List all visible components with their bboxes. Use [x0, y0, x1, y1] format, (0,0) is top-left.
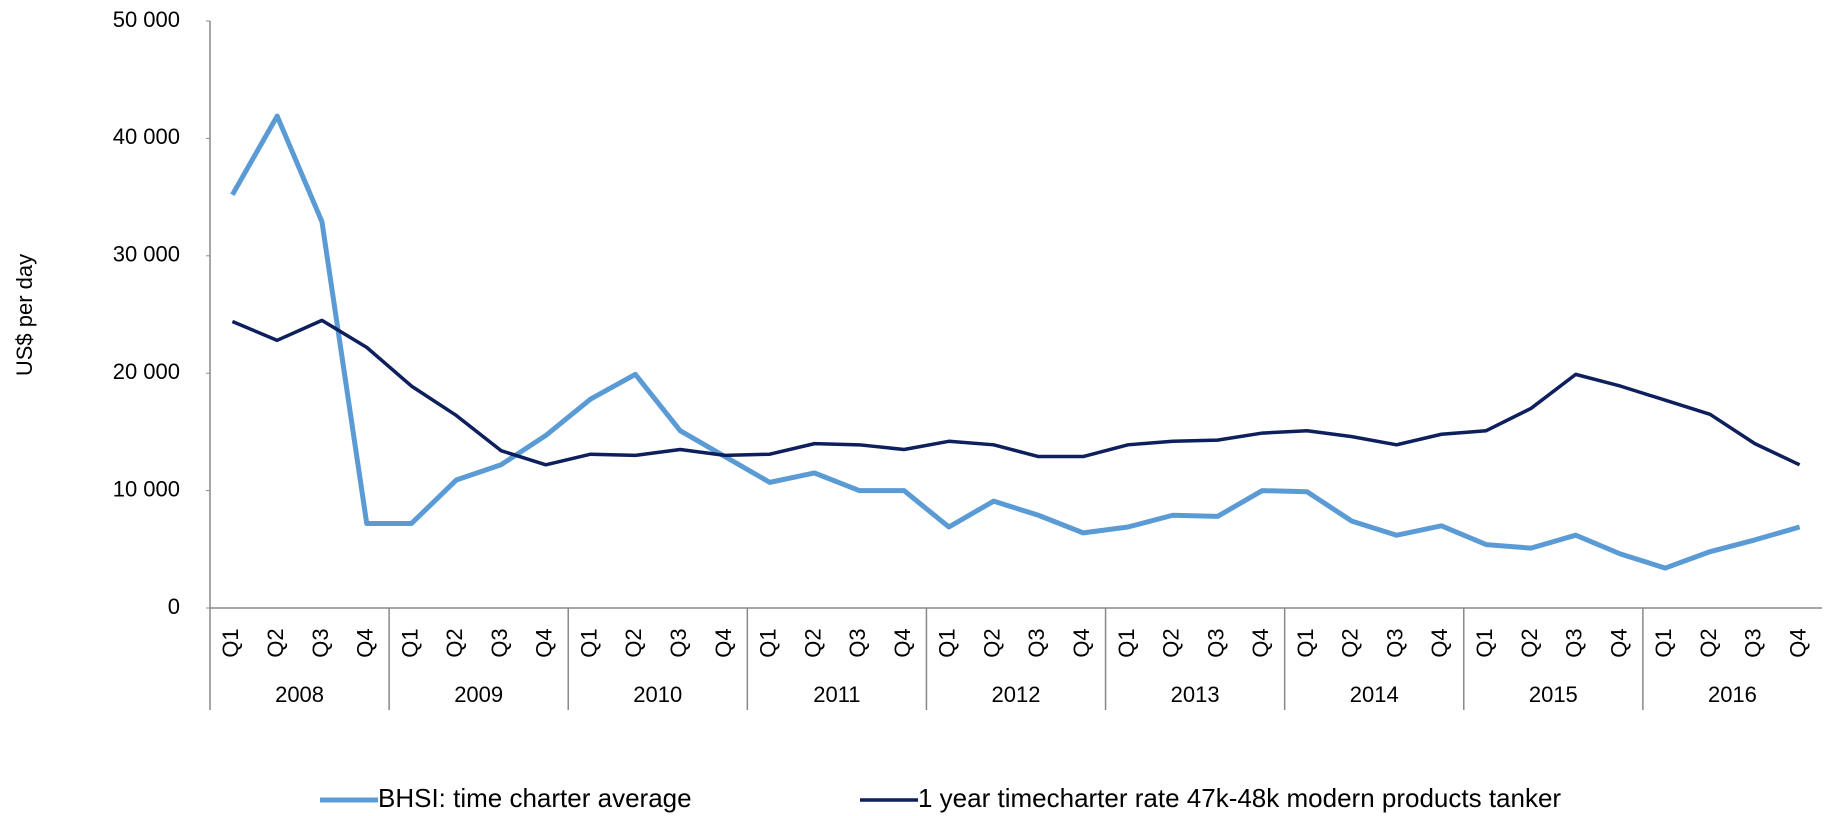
x-tick-label: Q1 — [1114, 628, 1139, 657]
x-tick-label: Q4 — [1606, 628, 1631, 657]
x-tick-label: Q2 — [800, 628, 825, 657]
x-tick-label: Q2 — [1159, 628, 1184, 657]
x-tick-label: Q1 — [397, 628, 422, 657]
x-tick-label: Q3 — [487, 628, 512, 657]
x-tick-label: Q1 — [756, 628, 781, 657]
x-tick-label: Q3 — [1024, 628, 1049, 657]
x-tick-label: Q1 — [1472, 628, 1497, 657]
x-tick-label: Q2 — [621, 628, 646, 657]
x-tick-label: Q4 — [1427, 628, 1452, 657]
legend-label: BHSI: time charter average — [378, 783, 692, 813]
x-tick-label: Q4 — [353, 628, 378, 657]
x-tick-label: Q2 — [979, 628, 1004, 657]
year-label: 2013 — [1171, 682, 1220, 707]
x-tick-label: Q3 — [666, 628, 691, 657]
x-tick-label: Q2 — [442, 628, 467, 657]
x-tick-label: Q3 — [308, 628, 333, 657]
x-tick-label: Q3 — [1382, 628, 1407, 657]
year-label: 2014 — [1350, 682, 1399, 707]
x-tick-label: Q1 — [935, 628, 960, 657]
x-tick-label: Q4 — [532, 628, 557, 657]
x-tick-label: Q1 — [218, 628, 243, 657]
x-tick-label: Q1 — [1651, 628, 1676, 657]
x-tick-label: Q4 — [1785, 628, 1810, 657]
year-label: 2015 — [1529, 682, 1578, 707]
y-tick-label: 0 — [168, 594, 180, 619]
x-tick-label: Q1 — [576, 628, 601, 657]
legend-label: 1 year timecharter rate 47k-48k modern p… — [918, 783, 1561, 813]
x-tick-label: Q2 — [1517, 628, 1542, 657]
x-tick-label: Q3 — [1741, 628, 1766, 657]
y-axis-label: US$ per day — [12, 254, 37, 376]
x-tick-label: Q2 — [1338, 628, 1363, 657]
x-tick-label: Q4 — [1248, 628, 1273, 657]
x-tick-label: Q1 — [1293, 628, 1318, 657]
year-label: 2016 — [1708, 682, 1757, 707]
year-label: 2008 — [275, 682, 324, 707]
series-line — [231, 318, 1801, 467]
x-tick-label: Q4 — [890, 628, 915, 657]
x-tick-label: Q2 — [1696, 628, 1721, 657]
y-tick-label: 30 000 — [113, 242, 180, 267]
y-tick-label: 20 000 — [113, 359, 180, 384]
x-tick-label: Q3 — [1203, 628, 1228, 657]
x-tick-label: Q3 — [845, 628, 870, 657]
year-label: 2012 — [992, 682, 1041, 707]
series-line — [230, 113, 1801, 571]
year-label: 2011 — [813, 682, 860, 707]
y-tick-label: 40 000 — [113, 124, 180, 149]
x-tick-label: Q4 — [1069, 628, 1094, 657]
y-tick-label: 10 000 — [113, 476, 180, 501]
x-tick-label: Q3 — [1562, 628, 1587, 657]
x-tick-label: Q2 — [263, 628, 288, 657]
year-label: 2009 — [454, 682, 503, 707]
y-tick-label: 50 000 — [113, 7, 180, 32]
year-label: 2010 — [633, 682, 682, 707]
x-tick-label: Q4 — [711, 628, 736, 657]
